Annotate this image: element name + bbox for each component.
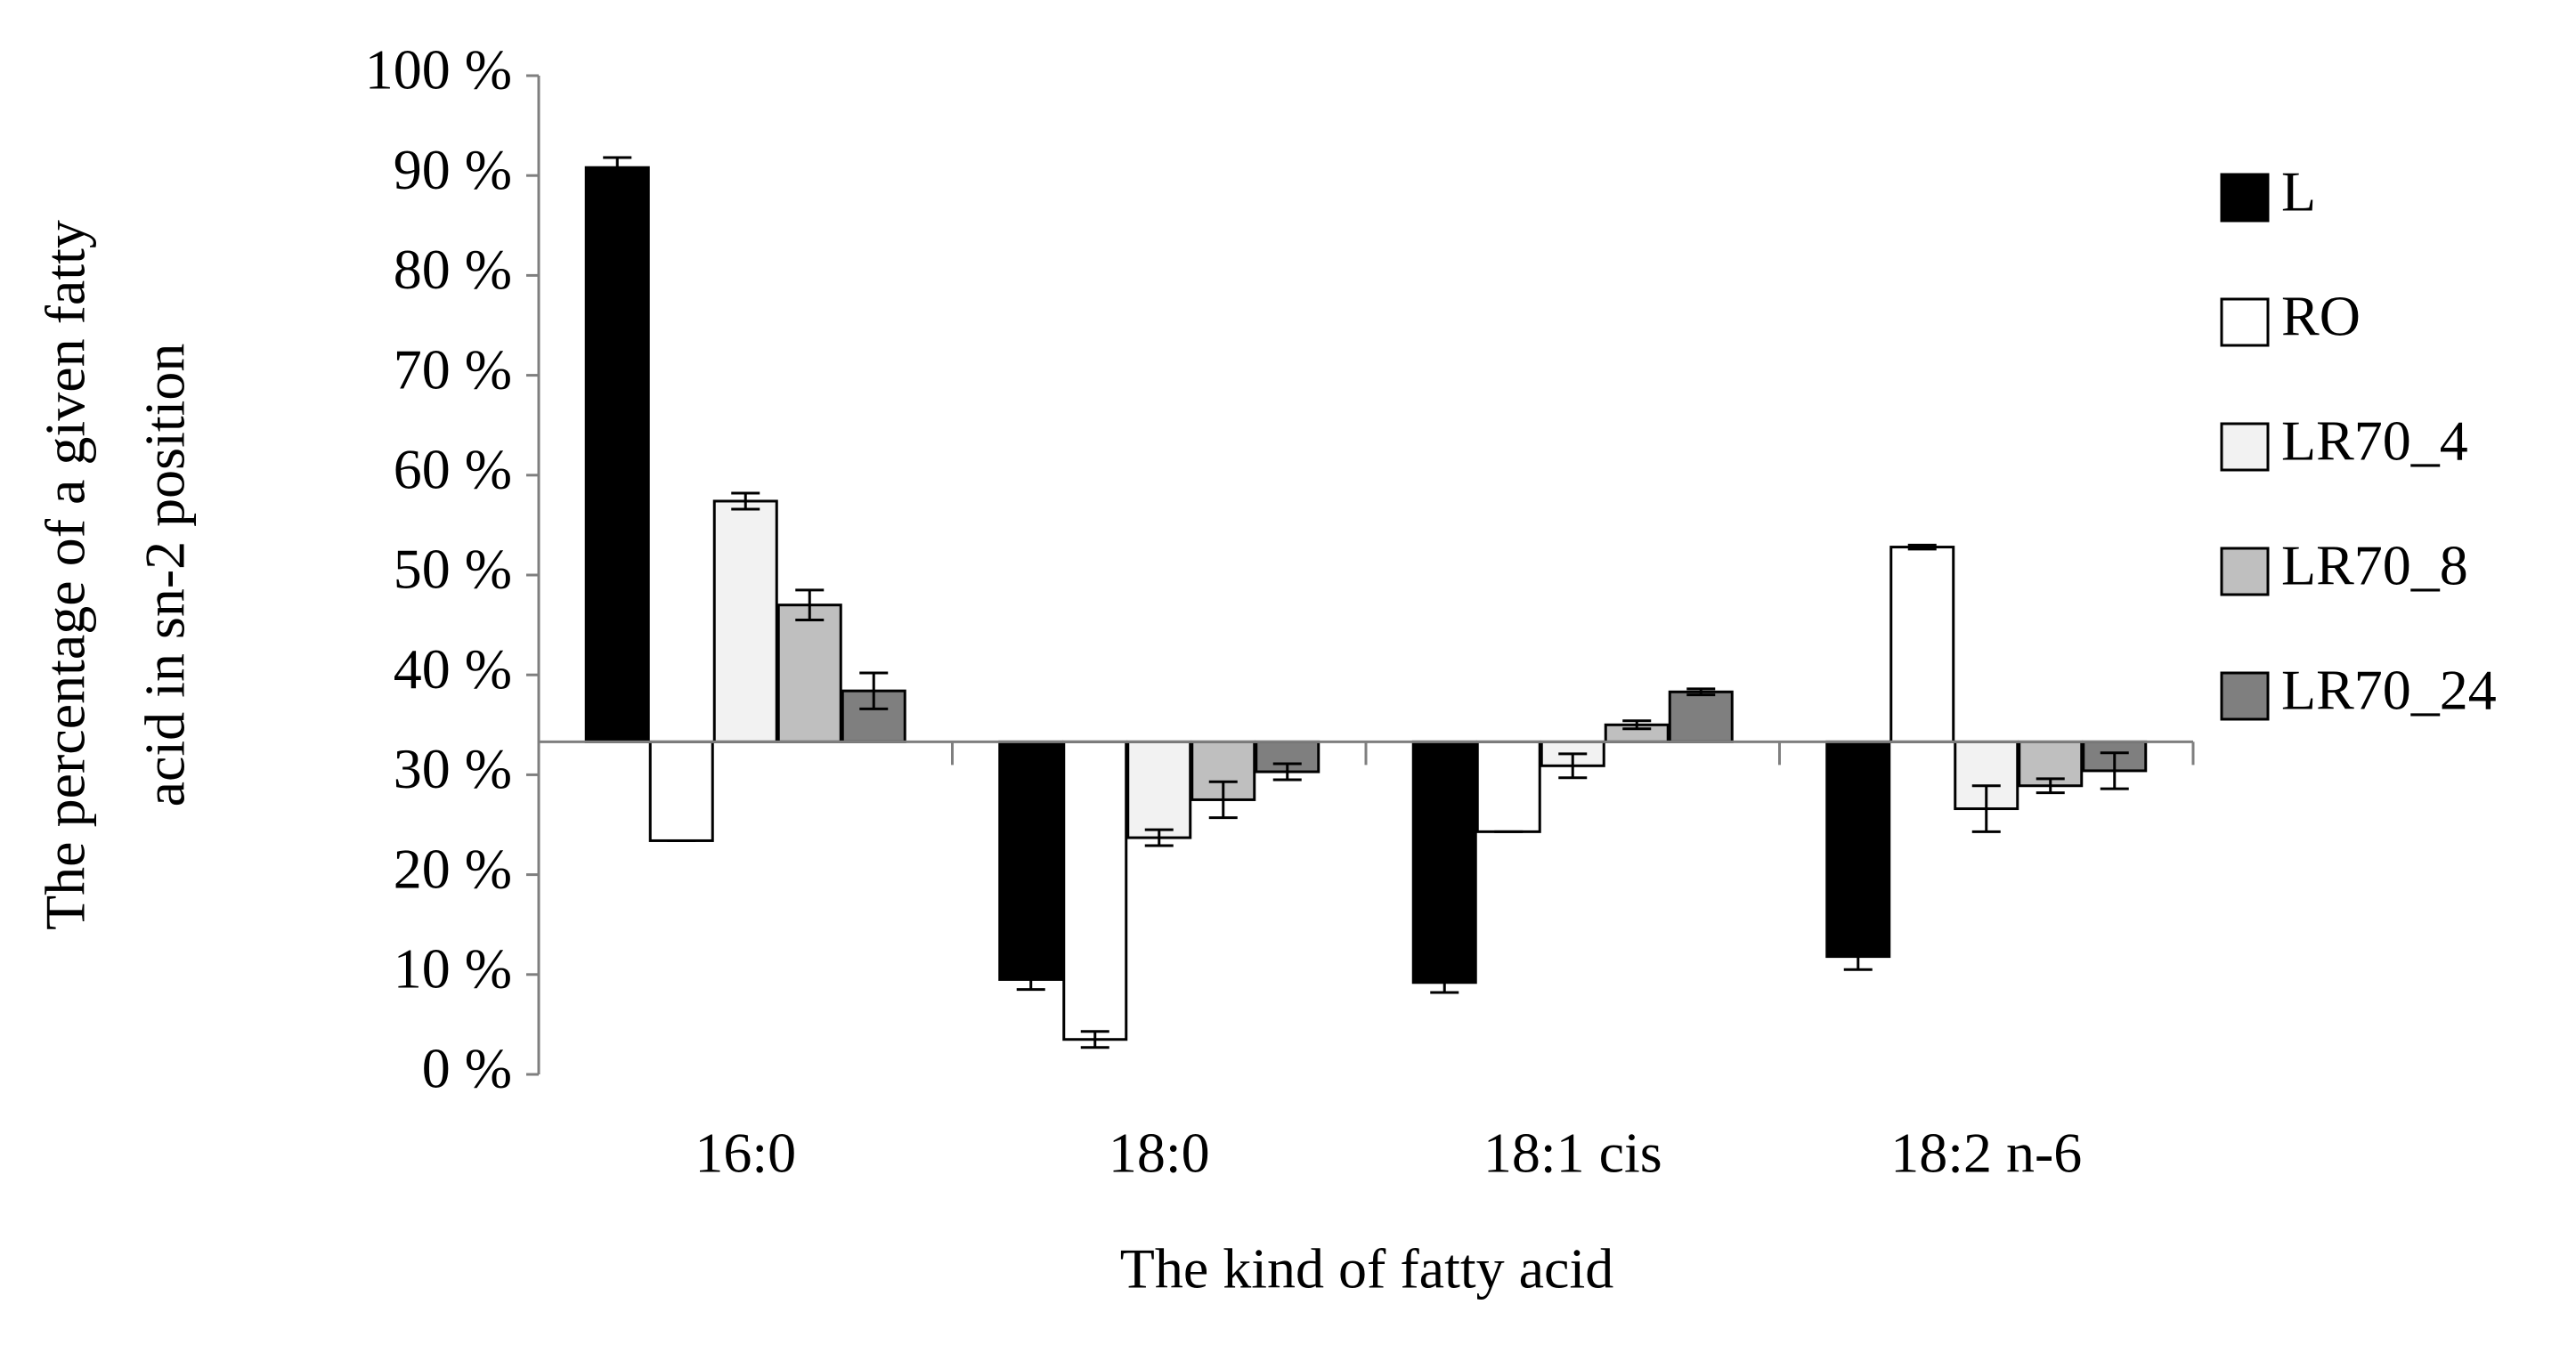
error-bar (859, 671, 889, 710)
y-tick-label: 60 % (394, 437, 512, 500)
legend-label: L (2281, 160, 2316, 223)
error-bar (1971, 784, 2001, 833)
bar (1668, 690, 1734, 743)
y-tick-label: 80 % (394, 238, 512, 301)
y-tick-label: 50 % (394, 538, 512, 601)
bar (1126, 740, 1192, 839)
error-bar (1558, 752, 1588, 780)
error-bar (1272, 762, 1302, 782)
legend-label: LR70_24 (2281, 659, 2497, 722)
x-tick-label: 18:2 n-6 (1890, 1122, 2082, 1185)
y-tick-label: 70 % (394, 337, 512, 401)
y-tick-label: 0 % (422, 1037, 512, 1100)
y-tick-label: 40 % (394, 637, 512, 701)
legend-swatch (2220, 422, 2270, 472)
bar (998, 740, 1064, 981)
bar (776, 604, 842, 743)
bar (584, 166, 650, 743)
y-tick-label: 20 % (394, 837, 512, 900)
bar (1475, 740, 1541, 833)
error-bar (795, 588, 825, 621)
bar (1411, 740, 1477, 984)
legend-label: LR70_4 (2281, 409, 2468, 473)
y-tick-label: 30 % (394, 737, 512, 800)
bar (1825, 740, 1891, 959)
legend-swatch (2220, 173, 2270, 223)
bar (1255, 740, 1321, 774)
error-bar (1208, 780, 1238, 820)
y-tick-label: 90 % (394, 138, 512, 201)
x-tick-label: 18:1 cis (1483, 1122, 1662, 1185)
error-bar (603, 156, 632, 179)
error-bar (1907, 543, 1937, 551)
error-bar (1843, 942, 1873, 971)
error-bar (1016, 968, 1045, 992)
x-axis-title: The kind of fatty acid (1120, 1237, 1613, 1300)
error-bar (2100, 751, 2129, 790)
bar (1190, 740, 1256, 801)
error-bar (731, 491, 760, 511)
bar (648, 740, 714, 842)
legend-swatch (2220, 671, 2270, 721)
bar (1062, 740, 1128, 1041)
legend-label: LR70_8 (2281, 534, 2468, 597)
error-bar (1622, 719, 1652, 731)
error-bar (1080, 1030, 1109, 1049)
x-tick-label: 18:0 (1109, 1122, 1210, 1185)
legend-swatch (2220, 547, 2270, 596)
error-bar (1686, 687, 1716, 697)
error-bar (2036, 777, 2065, 795)
y-tick-label: 10 % (394, 936, 512, 1000)
y-axis-title: The percentage of a given fatty (34, 220, 97, 930)
y-axis-title: acid in sn-2 position (134, 344, 197, 807)
y-tick-label: 100 % (365, 38, 512, 101)
bar (712, 499, 778, 743)
legend-swatch (2220, 297, 2270, 347)
error-bar (1144, 828, 1174, 847)
error-bar (1430, 971, 1459, 994)
legend-label: RO (2281, 285, 2361, 348)
bar (1889, 546, 1955, 743)
x-tick-label: 16:0 (695, 1122, 796, 1185)
